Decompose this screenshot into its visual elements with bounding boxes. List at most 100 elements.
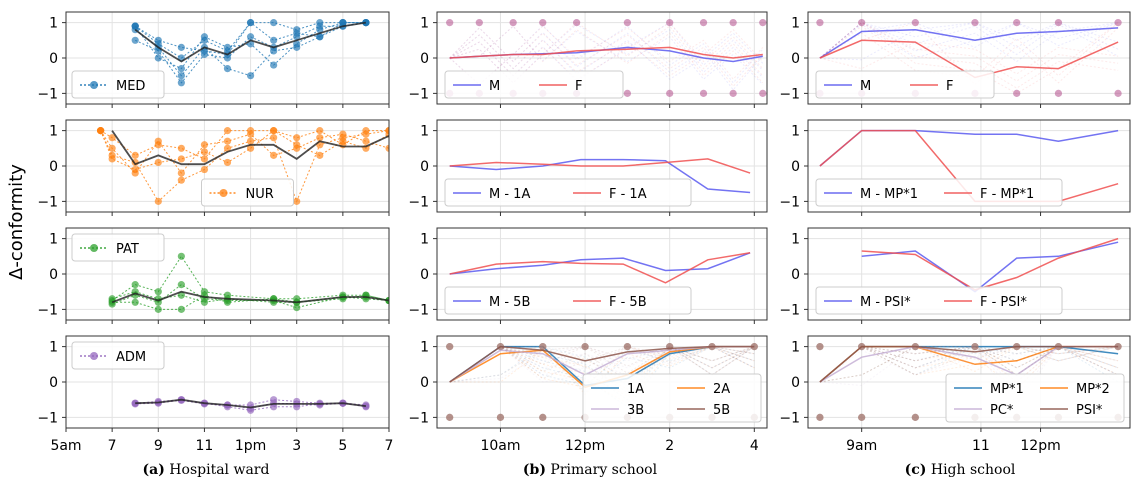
caption-b: (b) Primary school [523, 462, 658, 478]
data-point [108, 134, 116, 142]
legend-label: MP*1 [990, 382, 1024, 397]
data [816, 343, 1122, 421]
data [816, 19, 1122, 97]
data [861, 237, 1119, 293]
legend-marker [90, 244, 98, 252]
legend-label: 1A [627, 382, 644, 397]
data-point [911, 19, 919, 27]
data-point [539, 19, 547, 27]
data-point [666, 89, 674, 97]
mean-line [134, 21, 367, 63]
data-point [316, 26, 324, 34]
subplot-a-2: 1 0 −1 NUR [37, 119, 390, 216]
individual-line [819, 346, 1119, 383]
legend-frame [444, 70, 624, 99]
data-point [177, 155, 185, 163]
data-point [223, 137, 232, 145]
y-tick-label: −1 [408, 302, 429, 318]
individual-line [100, 130, 389, 174]
legend-frame [815, 70, 995, 99]
legend-label: F - PSI* [980, 295, 1027, 310]
legend: MED [71, 70, 165, 99]
data-point [154, 137, 162, 145]
data-point [699, 19, 708, 27]
legend-label: NUR [246, 187, 274, 202]
data-point [446, 413, 454, 421]
individual-line [449, 345, 755, 383]
legend-frame [444, 178, 692, 207]
data-point [200, 155, 209, 163]
data-point [293, 40, 301, 48]
data-point [699, 89, 708, 97]
data-point [581, 343, 589, 351]
individual-line [819, 22, 1119, 59]
data-point [339, 137, 347, 145]
legend-label: F - 1A [609, 187, 647, 202]
data-point [573, 19, 581, 27]
data-point [496, 413, 505, 421]
y-tick-label: 1 [420, 340, 429, 356]
x-tick-label: 2 [665, 438, 674, 454]
y-tick-label: 0 [49, 51, 58, 67]
subplot-a-4: 1 0 −1 5am 7 9 11 1pm 3 5 7 ADM [37, 335, 393, 454]
legend-label: F [575, 79, 582, 94]
data-point [750, 343, 758, 351]
individual-line [100, 130, 389, 160]
legend: M - 1A F - 1A [444, 178, 692, 207]
data-point [131, 36, 139, 44]
legend: NUR [201, 178, 294, 207]
data-point [750, 343, 758, 351]
data-point [858, 413, 866, 421]
individual-line [449, 25, 764, 84]
legend-marker [219, 189, 228, 197]
data-point [177, 65, 185, 73]
data-point [971, 343, 979, 351]
individual-line [449, 345, 755, 387]
data-point [270, 61, 278, 69]
legend-label: PAT [116, 242, 139, 257]
data-point [362, 19, 370, 27]
data-point [154, 288, 162, 296]
data-point [446, 343, 454, 351]
data-point [496, 413, 505, 421]
data-point [446, 19, 454, 27]
legend-frame [71, 70, 165, 99]
data-point [177, 43, 185, 51]
y-tick-label: 1 [49, 232, 58, 248]
data-point [539, 343, 547, 351]
y-tick-label: 0 [791, 159, 800, 175]
series-line [449, 158, 751, 174]
individual-line [449, 21, 764, 80]
data-point [177, 281, 185, 289]
data-point [509, 19, 517, 27]
data-point [911, 413, 919, 421]
legend-frame [71, 233, 165, 262]
subplot-c-1: 10−1 M F [779, 11, 1131, 108]
subplot-c-4: 1 0 −1 9am 11 12pm MP*1 MP*2 PC* PSI* [779, 335, 1131, 454]
mean-line [111, 130, 389, 166]
x-tick-label: 12pm [1020, 438, 1060, 454]
data-point [666, 89, 674, 97]
y-tick-label: 0 [420, 375, 429, 391]
y-tick-label: 1 [791, 16, 800, 32]
data-point [131, 151, 139, 159]
individual-line [449, 345, 755, 383]
caption-a: (a) Hospital ward [143, 462, 270, 478]
data-point [699, 19, 708, 27]
data-point [177, 79, 185, 87]
individual-line [819, 22, 1119, 61]
data-point [1013, 19, 1021, 27]
data-point [154, 305, 162, 313]
x-tick-label: 1pm [235, 438, 266, 454]
individual-line [449, 346, 755, 383]
legend: M - MP*1 F - MP*1 [815, 178, 1063, 207]
y-tick-label: −1 [408, 86, 429, 102]
legend-frame [815, 286, 1063, 315]
legend: 1A 2A 3B 5B [582, 373, 762, 423]
y-tick-label: −1 [779, 86, 800, 102]
data-point [1114, 89, 1122, 97]
data-point [1013, 89, 1021, 97]
data-point [759, 89, 767, 97]
data-point [200, 165, 209, 174]
